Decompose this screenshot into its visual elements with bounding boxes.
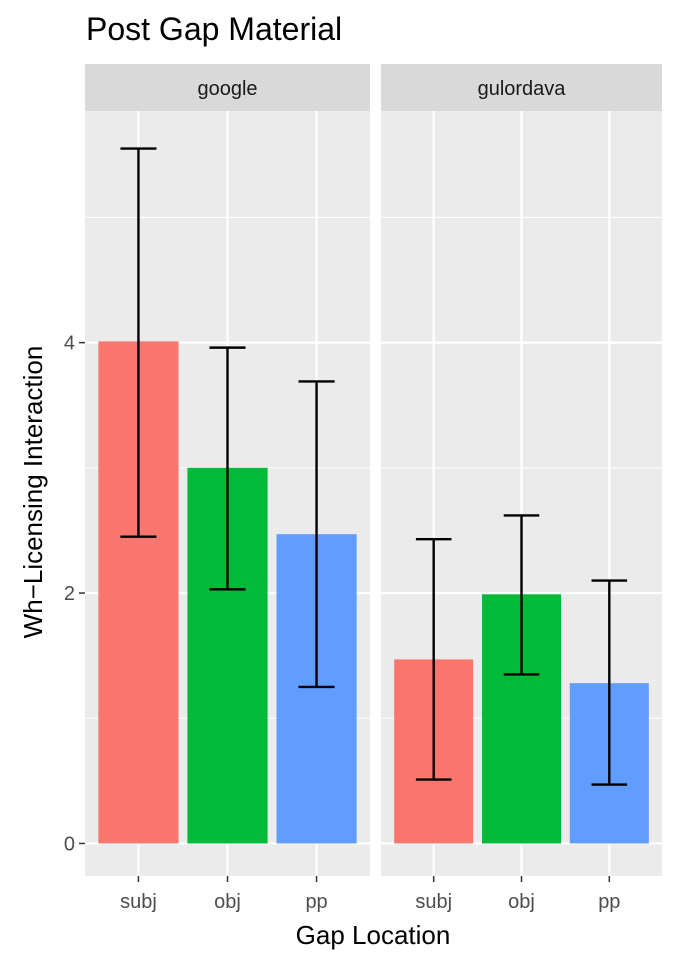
- error-bar-gulordava-obj: [503, 514, 540, 676]
- error-bar-gulordava-pp: [591, 579, 628, 786]
- y-tick-label: 0: [64, 833, 75, 855]
- chart-title: Post Gap Material: [86, 11, 342, 47]
- x-tick-label: pp: [305, 891, 327, 913]
- facet-panel-gulordava: gulordava subj obj pp: [381, 64, 662, 913]
- x-tick-label: obj: [214, 891, 241, 913]
- facet-strip-label: google: [197, 78, 257, 100]
- facet-strip: [85, 64, 370, 111]
- error-bar-gulordava-subj: [415, 537, 452, 781]
- x-tick-label: subj: [120, 891, 157, 913]
- x-tick-label: subj: [415, 891, 452, 913]
- facet-panels: google subj obj pp gulordava subj obj pp: [85, 64, 662, 913]
- facet-panel-google: google subj obj pp: [85, 64, 370, 913]
- y-tick-label: 4: [64, 333, 75, 355]
- error-bar-google-pp: [298, 380, 335, 689]
- x-axis-title: Gap Location: [296, 920, 451, 950]
- x-tick-label: obj: [508, 891, 535, 913]
- facet-strip: [381, 64, 662, 111]
- error-bar-google-obj: [209, 346, 246, 591]
- y-axis: 0 2 4: [64, 333, 85, 855]
- x-tick-label: pp: [598, 891, 620, 913]
- y-tick-label: 2: [64, 583, 75, 605]
- error-bar-google-subj: [120, 147, 157, 538]
- y-axis-title: Wh−Licensing Interaction: [18, 346, 48, 639]
- facet-strip-label: gulordava: [478, 78, 567, 100]
